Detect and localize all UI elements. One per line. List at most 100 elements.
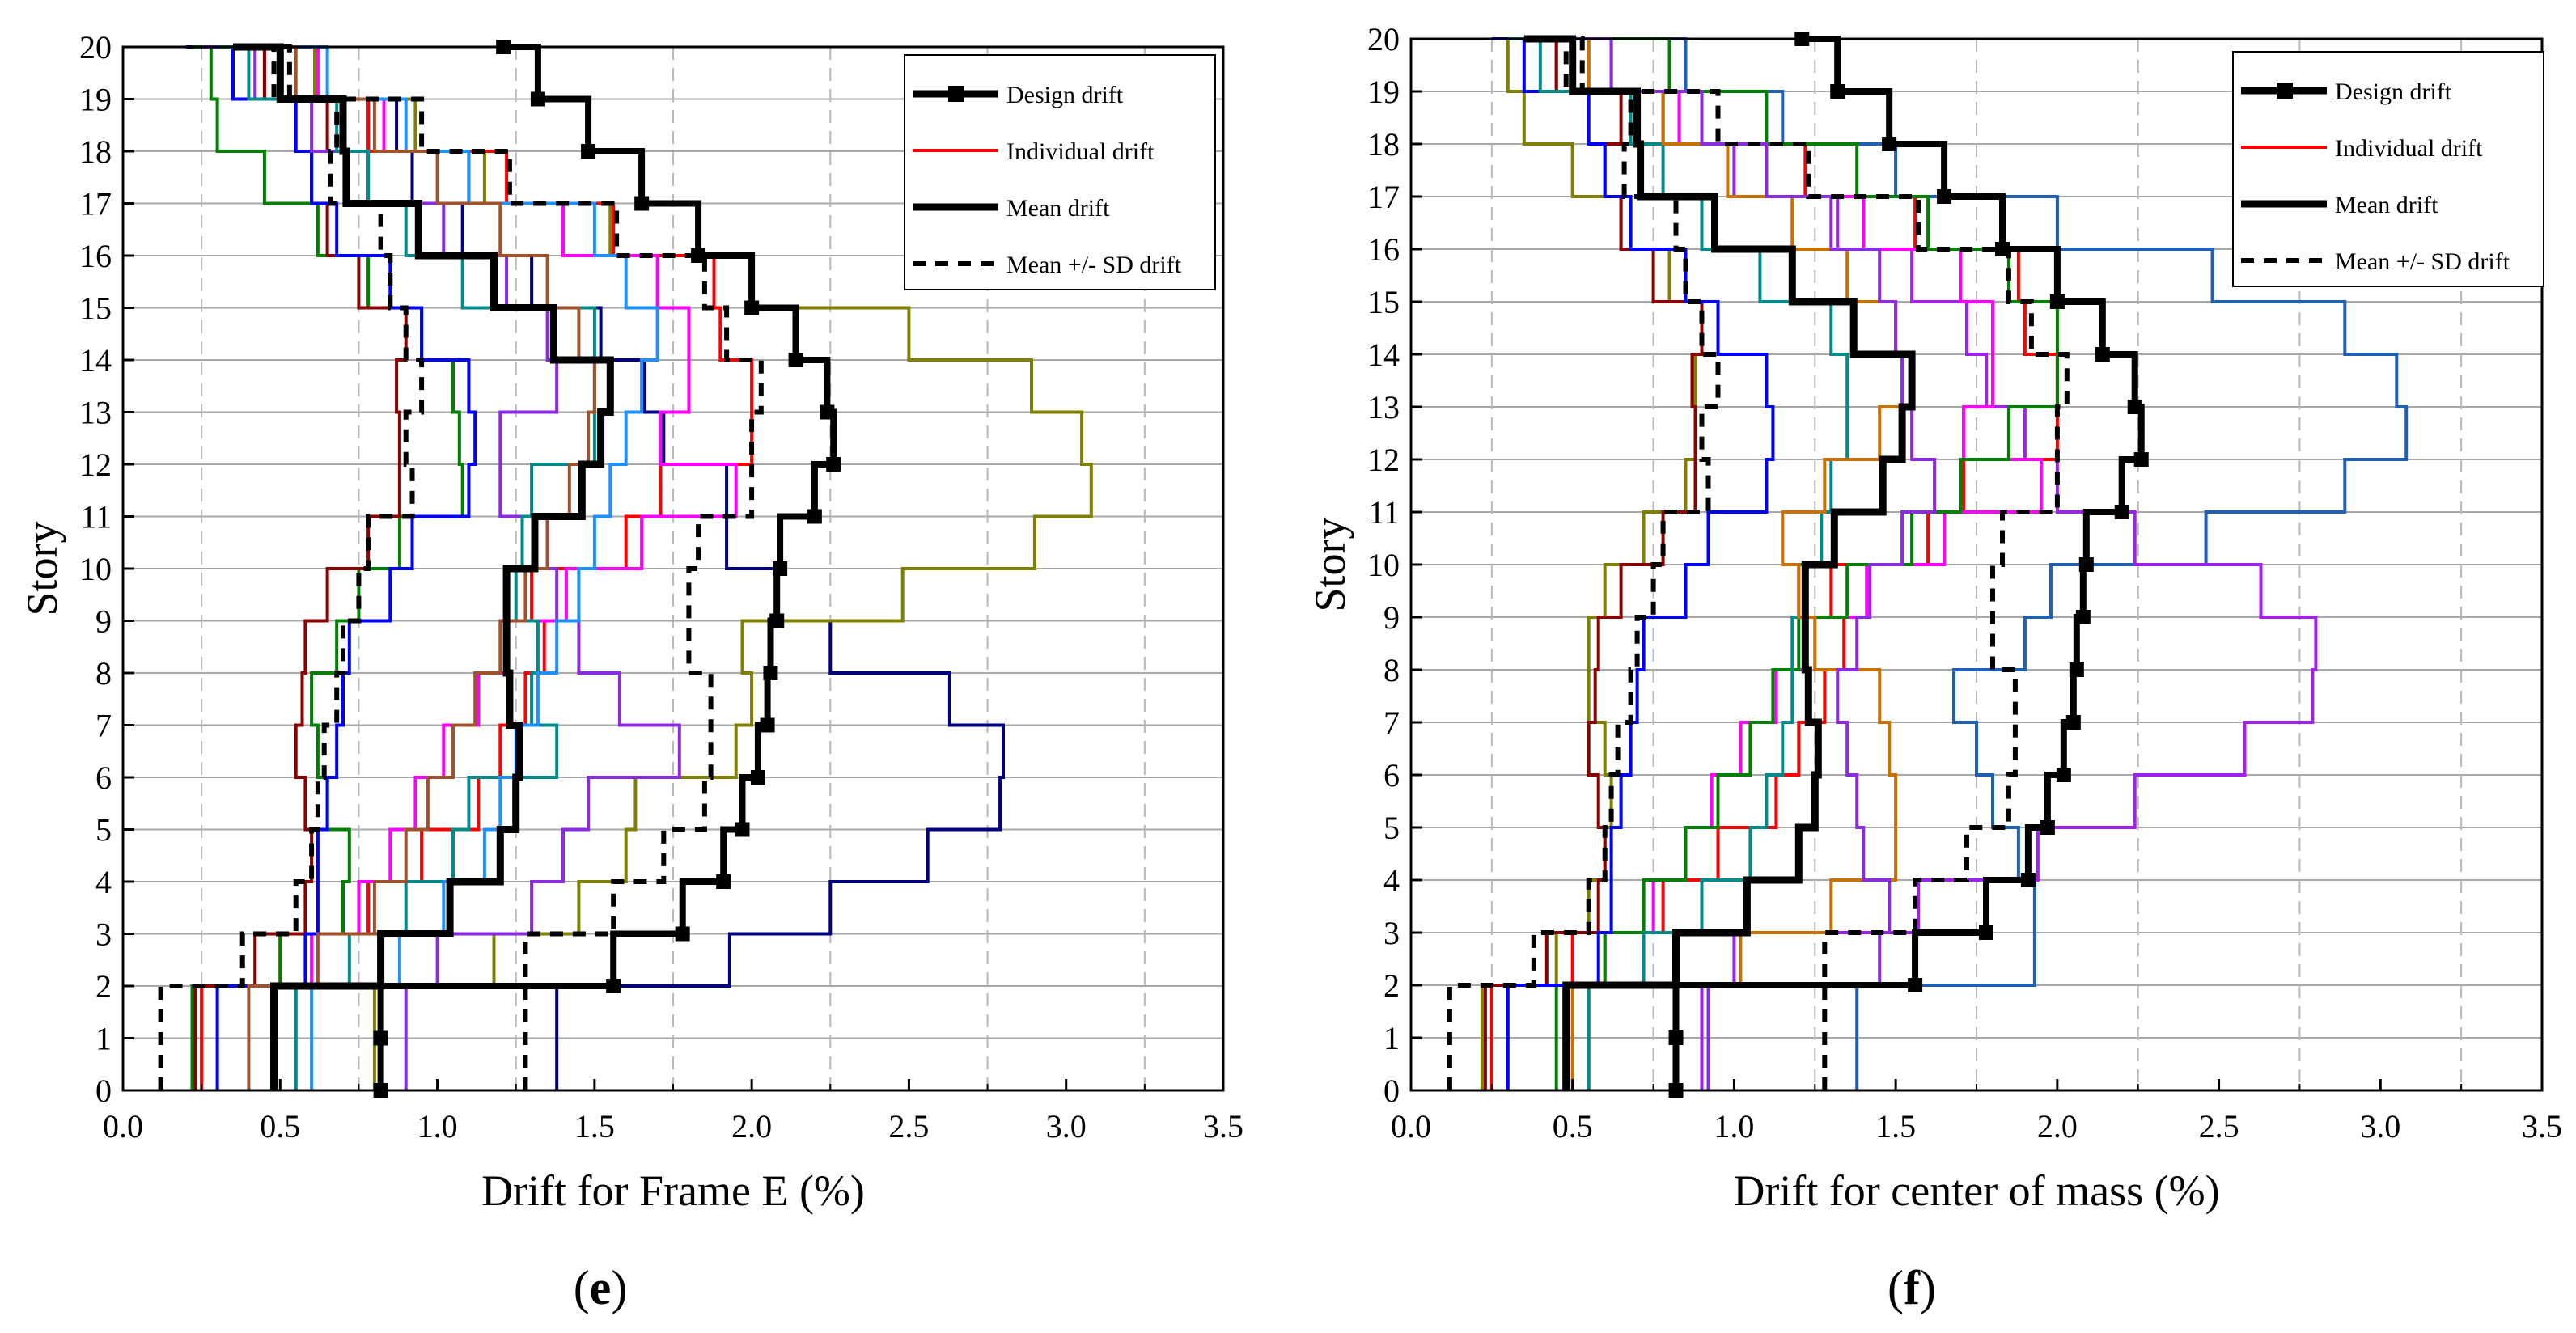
x-axis-title: Drift for Frame E (%) [481, 1166, 865, 1215]
design-marker [634, 196, 650, 211]
x-tick-label: 2.0 [731, 1108, 772, 1145]
y-tick-label: 12 [1367, 442, 1400, 478]
y-tick-label: 4 [1383, 862, 1400, 899]
design-marker [2114, 505, 2129, 519]
y-axis-title: Story [1306, 517, 1354, 611]
panel-label-open: ( [574, 1261, 590, 1314]
x-tick-label: 3.0 [2360, 1108, 2400, 1145]
y-tick-label: 10 [1367, 547, 1400, 583]
design-marker [1937, 189, 1952, 204]
panel-label-letter: e [590, 1261, 612, 1314]
y-tick-label: 9 [1383, 599, 1400, 636]
legend-label: Design drift [2335, 78, 2452, 105]
design-marker [2075, 610, 2091, 624]
design-marker [675, 926, 690, 942]
design-marker [2095, 347, 2110, 362]
y-tick-label: 14 [1367, 336, 1400, 373]
design-marker [1830, 84, 1845, 99]
series-sd-line [1572, 36, 2070, 1090]
x-tick-label: 1.0 [1714, 1108, 1754, 1145]
y-tick-label: 7 [1383, 705, 1400, 741]
legend: Design drift Individual drift Mean drift Me… [2232, 51, 2544, 287]
y-tick-label: 0 [1383, 1073, 1400, 1109]
x-tick-label: 1.0 [417, 1108, 458, 1145]
y-tick-label: 6 [1383, 757, 1400, 793]
legend-label: Mean drift [1006, 195, 1110, 222]
y-tick-label: 5 [95, 812, 112, 848]
x-tick-label: 3.0 [1046, 1108, 1087, 1145]
y-tick-label: 18 [1367, 126, 1400, 163]
y-tick-label: 15 [79, 290, 112, 327]
panel-label: (f) [1888, 1261, 1936, 1314]
x-axis-title: Drift for center of mass (%) [1733, 1166, 2219, 1215]
design-marker [735, 822, 750, 837]
legend-label: Mean drift [2335, 192, 2438, 218]
legend-label: Individual drift [2335, 135, 2483, 162]
x-tick-label: 3.5 [2522, 1108, 2562, 1145]
x-tick-label: 2.0 [2037, 1108, 2078, 1145]
series-ind-line [1540, 37, 1937, 1090]
design-marker [769, 613, 785, 628]
design-marker [2065, 715, 2081, 730]
legend: Design drift Individual drift Mean drift Me… [904, 54, 1216, 290]
legend-label: Mean +/- SD drift [2335, 248, 2510, 275]
panel-label-open: ( [1888, 1261, 1904, 1314]
y-tick-label: 5 [1383, 810, 1400, 846]
y-tick-label: 10 [79, 551, 112, 587]
y-tick-label: 13 [79, 395, 112, 431]
x-tick-label: 2.5 [2199, 1108, 2239, 1145]
x-tick-label: 0.5 [260, 1108, 300, 1145]
y-tick-label: 11 [80, 499, 112, 535]
y-tick-label: 7 [95, 708, 112, 744]
y-tick-label: 14 [79, 342, 112, 379]
design-marker [2049, 294, 2065, 309]
panel-label-close: ) [1920, 1261, 1936, 1314]
series-ind-line [1491, 37, 1775, 1090]
series-group [1447, 32, 2409, 1098]
design-marker [2127, 400, 2142, 414]
y-axis-title: Story [18, 521, 66, 616]
design-marker [1978, 925, 1993, 940]
y-tick-label: 2 [1383, 967, 1400, 1004]
design-marker [1908, 978, 1923, 992]
panel-label-letter: f [1904, 1261, 1921, 1314]
legend-label: Design drift [1006, 82, 1124, 108]
design-marker [773, 561, 788, 576]
panel-label-close: ) [611, 1261, 627, 1314]
series-group [158, 40, 1093, 1098]
design-marker [2020, 873, 2036, 887]
design-marker [530, 91, 545, 107]
design-marker [581, 144, 596, 159]
design-marker [373, 1030, 388, 1046]
y-tick-label: 19 [1367, 74, 1400, 110]
y-tick-label: 0 [95, 1073, 112, 1109]
y-tick-label: 6 [95, 760, 112, 796]
design-marker [2078, 557, 2094, 572]
series-ind-line [242, 45, 596, 1090]
y-tick-label: 16 [79, 238, 112, 274]
y-tick-label: 1 [95, 1021, 112, 1057]
y-tick-label: 13 [1367, 389, 1400, 425]
design-marker [2069, 662, 2084, 677]
legend-label: Individual drift [1006, 138, 1155, 165]
y-tick-label: 12 [79, 446, 112, 483]
design-marker [2056, 768, 2071, 782]
series-mean-line [233, 43, 614, 1090]
x-tick-label: 2.5 [888, 1108, 929, 1145]
y-tick-label: 2 [95, 968, 112, 1005]
x-tick-label: 0.5 [1553, 1108, 1593, 1145]
design-marker [716, 874, 731, 889]
design-marker [807, 509, 822, 524]
x-tick-label: 1.5 [1875, 1108, 1916, 1145]
y-tick-label: 18 [79, 133, 112, 170]
x-tick-label: 0.0 [103, 1108, 143, 1145]
design-marker [763, 666, 778, 680]
design-marker [2040, 820, 2055, 835]
x-tick-label: 0.0 [1391, 1108, 1431, 1145]
design-marker [2133, 452, 2149, 467]
y-tick-label: 9 [95, 603, 112, 640]
design-marker [826, 457, 841, 472]
